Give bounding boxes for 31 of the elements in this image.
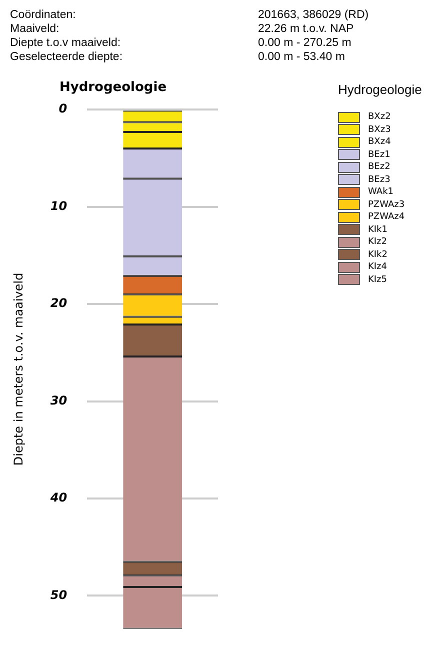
- text: 22.26 m t.o.v. NAP: [258, 22, 354, 36]
- chart-title: Hydrogeologie: [59, 80, 167, 96]
- legend-label: PZWAz4: [368, 212, 405, 222]
- legend-label: KIz5: [368, 274, 388, 285]
- legend-label: BEz1: [368, 150, 390, 160]
- text: Maaiveld:: [9, 22, 60, 36]
- y-tick-label: 10: [50, 198, 68, 213]
- y-tick-label: 50: [50, 588, 68, 602]
- text: Coördinaten:: [9, 8, 77, 22]
- legend-label: KIk1: [368, 224, 388, 235]
- legend-label: WAk1: [368, 187, 394, 198]
- legend-label: BXz3: [368, 124, 391, 135]
- text: 0.00 m - 53.40 m: [258, 50, 345, 64]
- y-tick-label: 40: [49, 490, 68, 505]
- y-tick-label: 0: [58, 102, 68, 116]
- text: 201663, 386029 (RD): [258, 8, 369, 22]
- legend-label: BXz2: [368, 112, 391, 122]
- y-tick-label: 20: [50, 296, 68, 310]
- legend-label: KIk2: [368, 250, 388, 260]
- text: Geselecteerde diepte:: [9, 50, 124, 64]
- text: Diepte t.o.v maaiveld:: [9, 36, 122, 50]
- legend-title: Hydrogeologie: [338, 82, 422, 97]
- legend-label: BXz4: [368, 137, 391, 148]
- text: 0.00 m - 270.25 m: [258, 36, 352, 50]
- legend-label: PZWAz3: [368, 200, 405, 210]
- legend-label: KIz4: [368, 262, 388, 272]
- y-axis-title: Diepte in meters t.o.v. maaiveld: [11, 272, 26, 466]
- legend-label: KIz2: [368, 237, 388, 248]
- legend-label: BEz2: [368, 162, 390, 172]
- legend-label: BEz3: [368, 174, 390, 185]
- y-tick-label: 30: [50, 393, 68, 408]
